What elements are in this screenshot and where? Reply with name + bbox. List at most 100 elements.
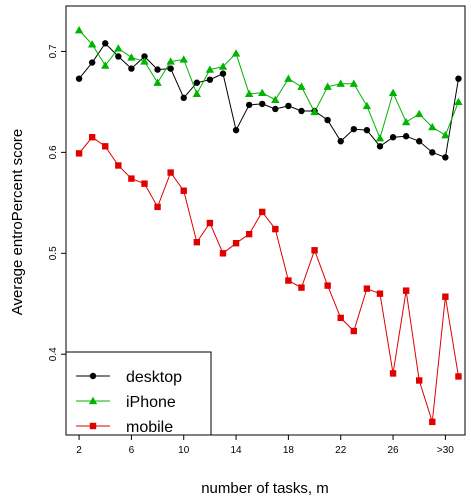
- y-tick-label: 0.5: [48, 246, 59, 260]
- data-point-iphone: [192, 89, 202, 97]
- data-point-mobile: [245, 230, 253, 238]
- data-point-iphone: [271, 95, 280, 104]
- data-point-mobile: [363, 285, 371, 292]
- data-point-iphone: [454, 97, 463, 106]
- data-point-mobile: [232, 240, 240, 247]
- data-point-mobile: [376, 290, 384, 297]
- data-point-mobile: [259, 208, 266, 216]
- data-point-desktop: [206, 76, 214, 83]
- data-point-iphone: [310, 107, 319, 116]
- data-point-desktop: [259, 100, 266, 108]
- y-axis-title: Average entroPercent score: [9, 129, 26, 316]
- data-point-desktop: [442, 154, 449, 161]
- data-point-mobile: [311, 247, 318, 254]
- data-point-mobile: [298, 284, 305, 291]
- x-tick-label: 18: [283, 445, 295, 456]
- legend-label-mobile: mobile: [126, 419, 173, 436]
- data-point-iphone: [323, 82, 332, 90]
- data-point-iphone: [87, 40, 97, 48]
- data-point-iphone: [153, 78, 162, 86]
- data-point-iphone: [297, 82, 306, 90]
- data-point-desktop: [416, 138, 423, 145]
- data-point-mobile: [167, 169, 174, 176]
- data-point-iphone: [244, 89, 254, 97]
- data-point-desktop: [128, 65, 135, 72]
- x-axis-ticks: 2 6 10 14 18 22 26 >30: [76, 435, 454, 456]
- data-point-desktop: [324, 116, 331, 124]
- data-point-mobile: [350, 327, 358, 335]
- data-point-mobile: [141, 180, 148, 187]
- legend-label-desktop: desktop: [126, 369, 182, 386]
- data-point-desktop: [363, 126, 371, 134]
- data-point-mobile: [102, 143, 109, 150]
- y-tick-label: 0.6: [48, 145, 59, 159]
- data-point-mobile: [285, 277, 292, 284]
- data-point-desktop: [285, 102, 292, 110]
- data-point-iphone: [375, 134, 385, 142]
- x-tick-label: 2: [76, 445, 82, 456]
- data-point-mobile: [180, 187, 187, 194]
- data-point-desktop: [376, 143, 384, 150]
- data-point-iphone: [179, 55, 188, 63]
- data-point-mobile: [154, 203, 161, 211]
- data-point-desktop: [350, 125, 358, 133]
- data-point-iphone: [114, 44, 123, 52]
- data-point-iphone: [428, 122, 437, 131]
- data-point-desktop: [180, 94, 187, 102]
- data-point-mobile: [389, 370, 397, 377]
- data-point-mobile: [416, 377, 423, 384]
- data-point-desktop: [455, 75, 462, 82]
- y-tick-label: 0.7: [48, 44, 59, 58]
- data-point-mobile: [337, 314, 344, 322]
- x-tick-label: 22: [335, 445, 347, 456]
- data-point-mobile: [128, 175, 135, 182]
- series-layer: [74, 26, 463, 426]
- legend-items: desktop iPhone mobile: [76, 369, 182, 436]
- data-point-mobile: [115, 162, 122, 169]
- data-point-iphone: [441, 131, 450, 139]
- data-point-iphone: [349, 79, 359, 87]
- data-point-desktop: [245, 101, 253, 109]
- data-point-desktop: [193, 79, 201, 86]
- series-desktop: [75, 40, 462, 161]
- data-point-iphone: [218, 62, 228, 70]
- data-point-mobile: [429, 418, 436, 426]
- data-point-iphone: [415, 109, 424, 118]
- data-point-desktop: [88, 59, 96, 66]
- data-point-mobile: [402, 287, 410, 294]
- data-point-mobile: [193, 239, 201, 246]
- data-point-iphone: [362, 101, 372, 110]
- data-point-desktop: [272, 105, 279, 113]
- data-point-desktop: [154, 66, 161, 73]
- legend-marker-iphone: [88, 396, 98, 405]
- legend: desktop iPhone mobile: [65, 351, 212, 436]
- x-tick-label: 26: [387, 445, 399, 456]
- legend-marker-desktop: [89, 372, 97, 380]
- data-point-iphone: [231, 49, 241, 57]
- data-point-desktop: [115, 53, 122, 60]
- x-tick-label: >30: [437, 445, 454, 456]
- y-tick-label: 0.4: [48, 347, 59, 361]
- data-point-iphone: [127, 53, 136, 61]
- data-point-desktop: [337, 138, 344, 145]
- data-point-iphone: [205, 65, 215, 73]
- data-point-desktop: [389, 134, 397, 141]
- data-point-mobile: [75, 150, 83, 157]
- data-point-mobile: [442, 293, 449, 300]
- series-iphone: [74, 26, 463, 142]
- data-point-mobile: [219, 250, 227, 257]
- x-axis-title: number of tasks, m: [201, 480, 329, 497]
- data-point-mobile: [272, 225, 279, 233]
- data-point-mobile: [324, 282, 331, 289]
- data-point-desktop: [219, 70, 227, 77]
- x-tick-label: 6: [129, 445, 135, 456]
- x-tick-label: 10: [178, 445, 190, 456]
- legend-box: [65, 351, 212, 436]
- data-point-iphone: [258, 88, 267, 96]
- legend-label-iphone: iPhone: [126, 394, 176, 411]
- data-point-iphone: [74, 26, 84, 34]
- data-point-desktop: [402, 133, 410, 140]
- series-mobile: [75, 134, 462, 426]
- data-point-desktop: [75, 75, 83, 82]
